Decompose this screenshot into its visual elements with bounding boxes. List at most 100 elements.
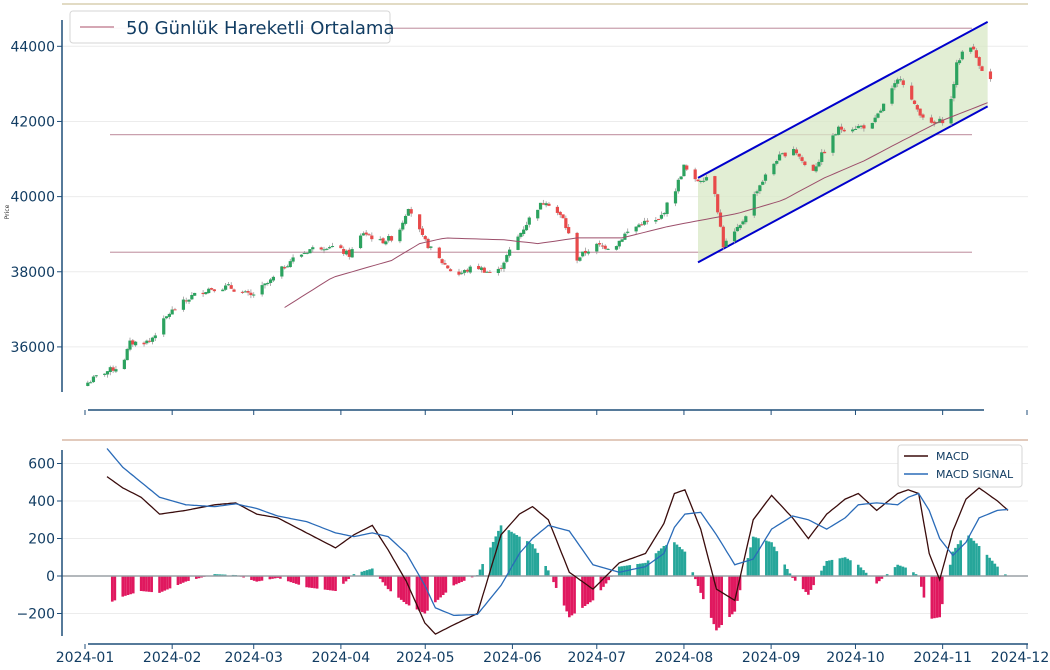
candle-body: [170, 309, 174, 315]
price-y-ticks: 36000 38000 40000 42000 44000: [10, 39, 62, 356]
candle-body: [716, 194, 720, 213]
macd-y-tick-label: 0: [46, 569, 55, 585]
candle-body: [755, 191, 759, 194]
candle-body: [738, 225, 742, 229]
macd-histogram-bar: [830, 559, 834, 576]
candle-body: [420, 228, 425, 235]
candle-body: [676, 179, 680, 192]
candle-body: [938, 118, 942, 123]
macd-histogram-bar: [310, 576, 314, 588]
moving-average: [284, 102, 988, 308]
candle-body: [597, 243, 602, 245]
candle-body: [538, 202, 543, 210]
candle-body: [797, 153, 801, 157]
candle-body: [586, 251, 590, 254]
macd-histogram-bar: [675, 544, 679, 576]
macd-histogram-bar: [273, 576, 277, 579]
macd-histogram-bar: [242, 576, 245, 578]
macd-histogram-bar: [591, 576, 595, 601]
candle-body: [595, 243, 599, 252]
macd-y-tick-label: 200: [28, 532, 55, 548]
macd-histogram-bar: [809, 576, 813, 590]
candle-body: [409, 209, 413, 214]
candle-body: [758, 185, 762, 192]
macd-histogram-bar: [328, 576, 332, 591]
candle-body: [741, 221, 745, 225]
macd-x-tick-label: 2024-09: [742, 650, 801, 666]
candle-body: [209, 288, 214, 290]
candle-body: [541, 203, 545, 205]
macd-histogram-bar: [841, 557, 844, 576]
macd-histogram-bar: [478, 569, 482, 576]
price-y-tick-label: 38000: [10, 265, 55, 281]
candle-body: [364, 232, 368, 235]
macd-histogram-bar: [334, 576, 337, 591]
candle-body: [437, 247, 441, 259]
macd-histogram-bar: [544, 566, 547, 576]
macd-histogram-bar: [715, 576, 718, 631]
price-legend: 50 Günlük Hareketli Ortalama: [69, 10, 394, 44]
macd-histogram-bar: [323, 576, 327, 590]
candle-body: [350, 249, 354, 258]
macd-histogram-bar: [420, 576, 424, 613]
candle-body: [319, 247, 323, 250]
candle-body: [477, 265, 481, 270]
candle-body: [564, 218, 568, 229]
candle-body: [173, 309, 177, 311]
macd-histogram-bar: [507, 530, 511, 576]
macd-histogram-bar: [969, 538, 973, 576]
macd-histogram-bar: [885, 574, 889, 576]
macd-histogram-bar: [441, 576, 445, 596]
candle-body: [240, 291, 245, 293]
candle-body: [617, 240, 621, 247]
macd-histogram-bar: [195, 576, 198, 579]
candle-body: [260, 285, 264, 295]
price-panel: 36000 38000 40000 42000 44000 Price 50 Günlü…: [4, 10, 1028, 415]
candle-body: [544, 203, 548, 206]
candle-body: [367, 234, 371, 236]
macd-histogram-bar: [838, 558, 842, 576]
macd-histogram-bar: [405, 576, 408, 605]
price-legend-box: [69, 10, 391, 44]
candle-body: [187, 299, 191, 302]
macd-histogram-bar: [418, 576, 421, 611]
candle-body: [662, 213, 666, 215]
macd-histogram-bar: [342, 576, 345, 584]
macd-histogram-bar: [691, 572, 695, 576]
macd-histogram-bar: [121, 576, 125, 597]
macd-histogram-bar: [733, 576, 737, 612]
macd-histogram-bar: [528, 542, 532, 576]
macd-histogram-bar: [877, 576, 881, 582]
macd-histogram-bar: [570, 576, 574, 616]
candle-body: [325, 248, 329, 250]
candle-body: [223, 285, 228, 290]
macd-histogram-bar: [176, 576, 180, 585]
candle-body: [479, 267, 484, 271]
macd-y-tick-label: 600: [28, 457, 55, 473]
candle-body: [164, 316, 169, 319]
candle-body: [752, 194, 756, 216]
macd-histogram-bar: [935, 576, 939, 618]
candle-body: [794, 149, 799, 154]
macd-histogram-bar: [941, 576, 944, 605]
candle-body: [952, 84, 956, 99]
candle-body: [910, 85, 914, 100]
macd-histogram-bar: [271, 576, 274, 579]
candle-body: [243, 291, 247, 293]
candle-body: [969, 47, 973, 52]
macd-x-tick-label: 2024-08: [655, 650, 714, 666]
candle-body: [955, 62, 959, 85]
candle-body: [834, 134, 838, 136]
candle-body: [626, 231, 630, 233]
macd-histogram-bar: [967, 535, 970, 576]
macd-histogram-bar: [862, 570, 865, 576]
candle-body: [370, 235, 374, 240]
candle-body: [606, 248, 610, 250]
candle-body: [783, 152, 787, 157]
macd-histogram-bar: [607, 576, 611, 581]
moving-average-line: [284, 102, 988, 308]
macd-histogram-bar: [371, 568, 374, 576]
candle-body: [389, 236, 394, 241]
macd-histogram-bar: [712, 576, 716, 625]
candle-body: [246, 291, 250, 293]
